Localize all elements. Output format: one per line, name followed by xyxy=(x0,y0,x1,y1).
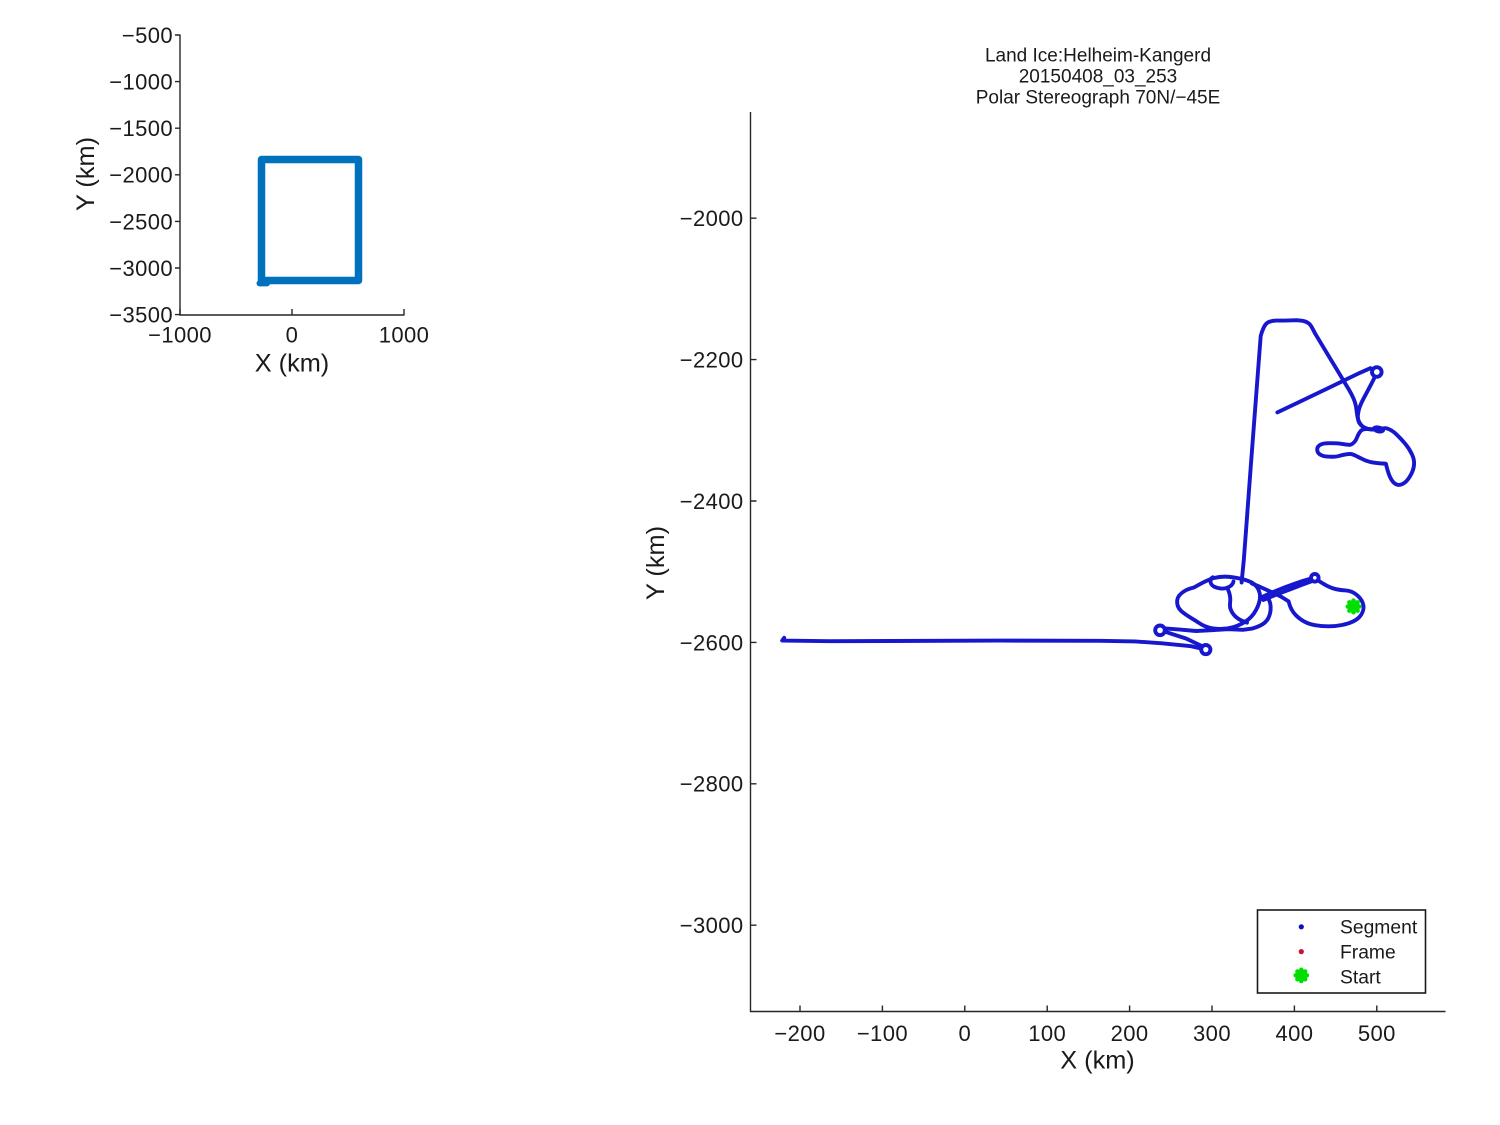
svg-text:−3500: −3500 xyxy=(109,303,173,328)
svg-text:−100: −100 xyxy=(857,1021,908,1046)
svg-text:−500: −500 xyxy=(122,23,173,48)
svg-text:500: 500 xyxy=(1358,1021,1396,1046)
svg-text:−3000: −3000 xyxy=(109,256,173,281)
svg-text:300: 300 xyxy=(1193,1021,1231,1046)
svg-text:−2800: −2800 xyxy=(680,772,744,797)
svg-text:400: 400 xyxy=(1275,1021,1313,1046)
svg-text:100: 100 xyxy=(1028,1021,1066,1046)
svg-text:−1500: −1500 xyxy=(109,116,173,141)
svg-text:20150408_03_253: 20150408_03_253 xyxy=(1019,67,1178,88)
svg-text:1000: 1000 xyxy=(379,323,430,348)
svg-text:−2200: −2200 xyxy=(680,348,744,373)
svg-text:Land Ice:Helheim-Kangerd: Land Ice:Helheim-Kangerd xyxy=(985,46,1211,67)
svg-text:0: 0 xyxy=(286,323,299,348)
svg-text:−200: −200 xyxy=(774,1021,825,1046)
svg-text:−1000: −1000 xyxy=(148,323,212,348)
svg-text:X (km): X (km) xyxy=(255,349,329,377)
svg-text:X (km): X (km) xyxy=(1060,1046,1134,1074)
svg-text:−3000: −3000 xyxy=(680,913,744,938)
svg-text:Polar Stereograph 70N/−45E: Polar Stereograph 70N/−45E xyxy=(976,88,1221,109)
svg-text:Y (km): Y (km) xyxy=(72,137,100,211)
svg-text:−2600: −2600 xyxy=(680,630,744,655)
svg-text:−2000: −2000 xyxy=(109,163,173,188)
svg-text:−2000: −2000 xyxy=(680,206,744,231)
svg-text:−1000: −1000 xyxy=(109,70,173,95)
svg-text:−2500: −2500 xyxy=(109,209,173,234)
svg-text:Frame: Frame xyxy=(1340,943,1396,964)
svg-text:Start: Start xyxy=(1340,968,1381,989)
svg-text:Segment: Segment xyxy=(1340,918,1418,939)
svg-text:Y (km): Y (km) xyxy=(642,526,670,600)
svg-text:0: 0 xyxy=(958,1021,971,1046)
svg-text:−2400: −2400 xyxy=(680,489,744,514)
svg-text:200: 200 xyxy=(1111,1021,1149,1046)
